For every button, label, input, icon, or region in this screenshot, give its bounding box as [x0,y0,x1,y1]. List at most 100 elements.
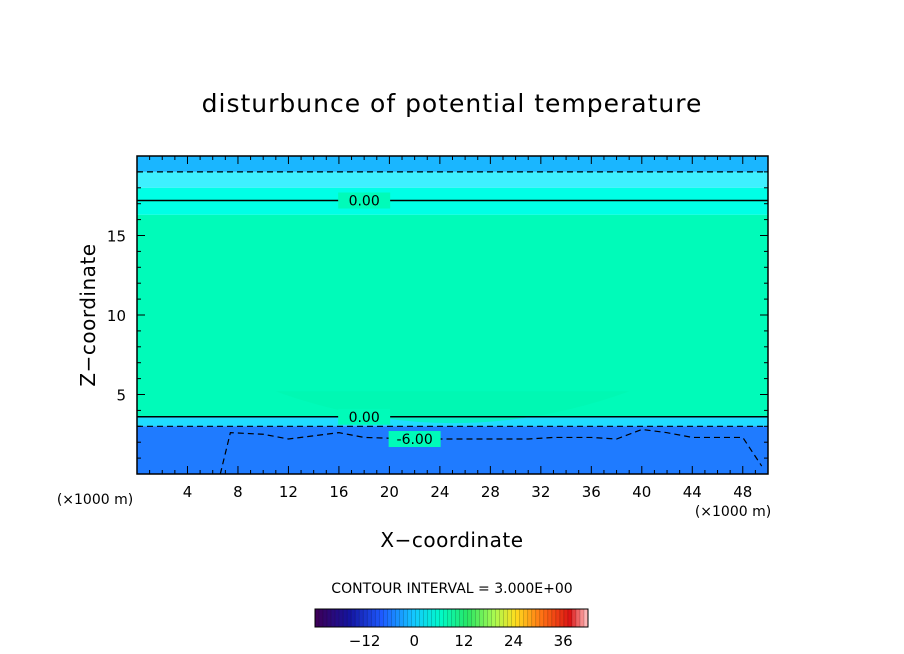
colorbar-cell [411,609,416,627]
colorbar-tick-label: 0 [409,632,419,650]
colorbar-cell [499,609,504,627]
colorbar-tick-label: 36 [554,632,573,650]
colorbar-cell [375,609,380,627]
colorbar-cell [423,609,428,627]
contour-label-bg-0 [338,192,391,209]
colorbar-cell [455,609,460,627]
colorbar-cell [527,609,533,627]
colorbar-tick-label: −12 [349,632,381,650]
colorbar-cell [383,609,388,627]
colorbar-cell [407,609,412,627]
colorbar-cell [347,609,352,627]
colorbar-cell [519,609,525,627]
contour-label-0: 0.00 [349,194,380,210]
contour-lines: 0.00 0.00 -6.00 [137,171,768,475]
colorbar-cell [567,609,573,627]
colorbar-cell [555,609,561,627]
x-tick-label: 24 [430,483,449,501]
colorbar-cell [431,609,436,627]
colorbar-cell [531,609,537,627]
colorbar-cell [395,609,400,627]
colorbar-cell [443,609,448,627]
colorbar-cell [547,609,553,627]
colorbar-cell [487,609,492,627]
x-tick-label: 36 [582,483,601,501]
colorbar-cell [507,609,513,627]
fill-band-1 [137,171,768,188]
x-tick-label: 40 [632,483,651,501]
colorbar-tick-label: 24 [504,632,523,650]
colorbar-cell [451,609,456,627]
x-tick-label: 12 [279,483,298,501]
colorbar-cell [447,609,452,627]
colorbar-cell [535,609,541,627]
colorbar-cell [399,609,404,627]
colorbar-cell [403,609,408,627]
colorbar-cell [315,609,320,627]
colorbar-cell [551,609,557,627]
colorbar-cell [503,609,509,627]
colorbar-cell [515,609,521,627]
colorbar-cell [371,609,376,627]
colorbar-cell [483,609,488,627]
contour-interval-label: CONTOUR INTERVAL = 3.000E+00 [331,581,572,597]
fill-band-5 [137,426,768,474]
x-tick-label: 32 [531,483,550,501]
colorbar-cell [559,609,565,627]
x-tick-label: 16 [329,483,348,501]
colorbar-cell [331,609,336,627]
y-unit-label: (×1000 m) [57,492,133,508]
colorbar-tick-labels: −12 0 12 24 36 [349,632,573,650]
colorbar-cell [419,609,424,627]
y-tick-labels: 5 10 15 [107,228,126,405]
colorbar-cell [511,609,517,627]
colorbar-cell [323,609,328,627]
colorbar-cell [391,609,396,627]
y-tick-label: 5 [116,387,126,405]
colorbar-tick-label: 12 [454,632,473,650]
colorbar-cell [459,609,464,627]
x-tick-labels: 4 8 12 16 20 24 28 32 36 40 44 48 [183,483,753,501]
colorbar-cell [363,609,368,627]
colorbar-cell [467,609,472,627]
y-axis-title: Z−coordinate [76,243,100,386]
colorbar-frame [314,608,589,628]
colorbar-cell [367,609,372,627]
plot-frame [136,155,769,475]
x-tick-label: 8 [233,483,243,501]
colorbar-cell [479,609,484,627]
contour-line-4 [219,428,763,475]
fill-band-0 [137,156,768,172]
colorbar-cell [319,609,324,627]
colorbar-cell [415,609,420,627]
x-tick-label: 28 [481,483,500,501]
colorbar-cell [575,609,581,627]
chart-title: disturbunce of potential temperature [202,89,703,118]
colorbar-cell [427,609,432,627]
colorbar-cell [543,609,549,627]
colorbar-cell [343,609,348,627]
colorbar-cell [355,609,360,627]
colorbar-cell [463,609,468,627]
colorbar-cell [435,609,440,627]
colorbar-cell [335,609,340,627]
y-tick-label: 10 [107,307,126,325]
colorbar [314,608,589,628]
x-tick-label: 4 [183,483,193,501]
colorbar-cell [491,609,496,627]
contour-label-1: 0.00 [349,410,380,426]
plot-area: 0.00 0.00 -6.00 [136,155,769,475]
colorbar-cell [351,609,356,627]
colorbar-cell [379,609,384,627]
colorbar-cell [495,609,500,627]
colorbar-cell [471,609,476,627]
colorbar-cell [339,609,344,627]
x-tick-label: 48 [733,483,752,501]
colorbar-cell [387,609,392,627]
contour-label-4: -6.00 [397,432,433,448]
colorbar-cell [523,609,529,627]
fill-band-3 [137,214,768,417]
colorbar-cell [579,609,585,627]
colorbar-cell [563,609,569,627]
